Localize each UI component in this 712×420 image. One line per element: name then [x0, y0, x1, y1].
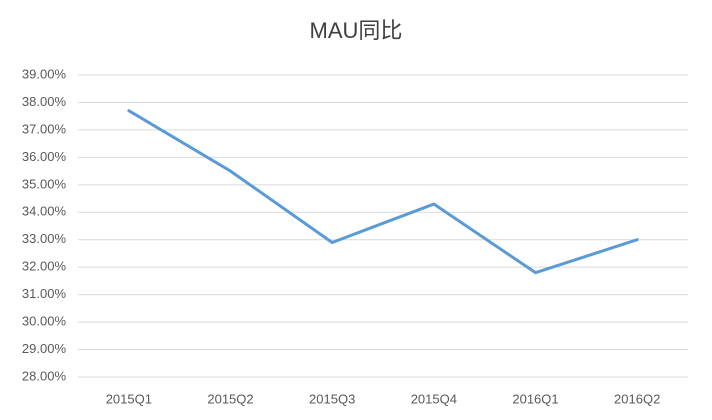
y-tick-label: 37.00% [22, 121, 67, 136]
y-tick-label: 32.00% [22, 259, 67, 274]
x-tick-label: 2015Q2 [207, 391, 253, 406]
y-tick-label: 36.00% [22, 149, 67, 164]
y-tick-label: 29.00% [22, 341, 67, 356]
y-tick-label: 30.00% [22, 314, 67, 329]
y-tick-label: 34.00% [22, 204, 67, 219]
x-tick-label: 2016Q1 [512, 391, 558, 406]
chart-title: MAU同比 [310, 18, 403, 43]
y-tick-label: 39.00% [22, 66, 67, 81]
x-tick-label: 2015Q1 [106, 391, 152, 406]
y-tick-label: 38.00% [22, 94, 67, 109]
y-tick-label: 33.00% [22, 231, 67, 246]
x-tick-label: 2015Q4 [411, 391, 457, 406]
x-tick-label: 2015Q3 [309, 391, 355, 406]
y-tick-label: 31.00% [22, 286, 67, 301]
data-line [127, 109, 639, 275]
y-tick-label: 35.00% [22, 176, 67, 191]
y-tick-label: 28.00% [22, 368, 67, 383]
x-tick-label: 2016Q2 [614, 391, 660, 406]
